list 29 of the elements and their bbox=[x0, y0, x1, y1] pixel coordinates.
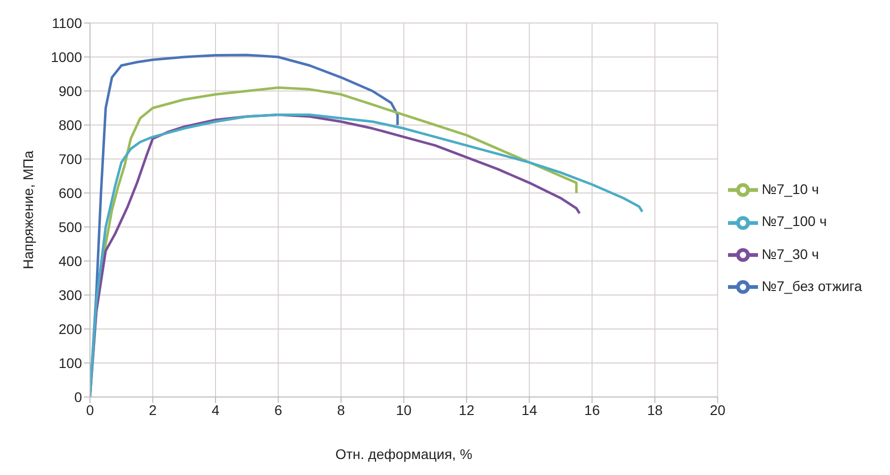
x-tick-label: 16 bbox=[584, 402, 600, 418]
y-tick-label: 600 bbox=[58, 184, 82, 201]
y-tick-label: 700 bbox=[58, 150, 82, 167]
y-tick-label: 1000 bbox=[50, 48, 82, 65]
legend-label: №7_10 ч bbox=[762, 180, 819, 197]
x-tick-label: 6 bbox=[274, 402, 282, 418]
x-tick-label: 18 bbox=[647, 402, 663, 418]
y-tick-label: 200 bbox=[58, 320, 82, 337]
y-tick-label: 100 bbox=[58, 354, 82, 371]
x-axis-title: Отн. деформация, % bbox=[335, 446, 472, 462]
y-tick-label: 0 bbox=[74, 388, 82, 405]
x-tick-label: 14 bbox=[522, 402, 538, 418]
legend-label: №7_30 ч bbox=[762, 246, 819, 262]
x-tick-label: 2 bbox=[148, 402, 157, 418]
y-tick-label: 400 bbox=[58, 252, 82, 269]
legend-label: №7_без отжига bbox=[762, 278, 862, 294]
y-axis-title: Напряжение, МПа bbox=[20, 150, 36, 270]
x-tick-label: 8 bbox=[337, 402, 346, 418]
y-tick-label: 800 bbox=[58, 116, 82, 133]
legend-label: №7_100 ч bbox=[762, 213, 827, 230]
y-tick-label: 500 bbox=[58, 218, 82, 235]
y-tick-label: 300 bbox=[58, 286, 82, 303]
x-tick-label: 0 bbox=[86, 402, 94, 418]
x-tick-label: 12 bbox=[458, 402, 475, 418]
x-tick-label: 20 bbox=[710, 402, 726, 418]
x-tick-label: 10 bbox=[396, 402, 412, 418]
y-tick-label: 1100 bbox=[52, 14, 82, 31]
y-tick-label: 900 bbox=[58, 82, 82, 99]
x-tick-label: 4 bbox=[212, 402, 220, 418]
